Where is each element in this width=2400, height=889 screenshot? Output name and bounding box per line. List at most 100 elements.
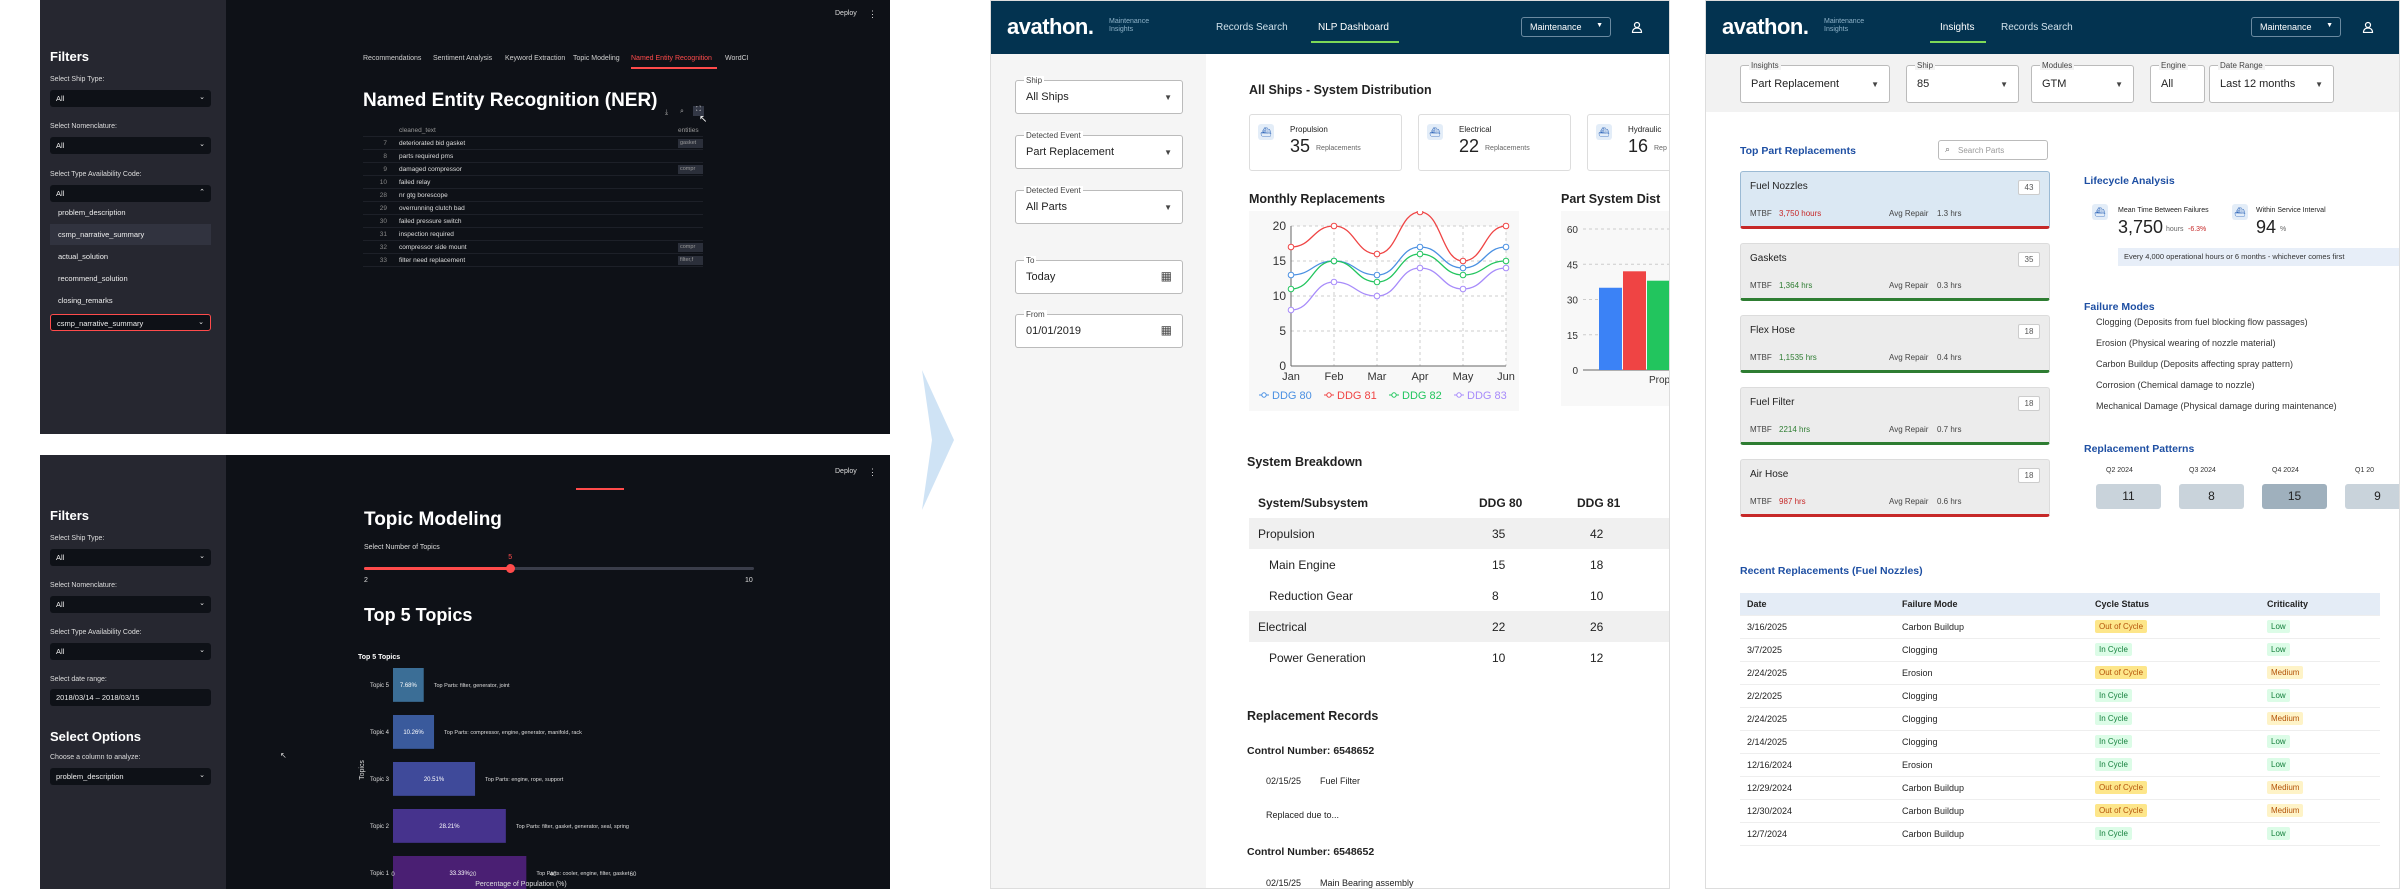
- insights-select[interactable]: Insights Part Replacement ▼: [1740, 61, 1890, 103]
- bar[interactable]: [393, 668, 424, 702]
- table-row[interactable]: 10 failed relay: [363, 176, 703, 189]
- data-point[interactable]: [1330, 257, 1338, 265]
- pattern-value[interactable]: 15: [2262, 484, 2327, 509]
- data-point[interactable]: [1416, 250, 1424, 258]
- user-icon[interactable]: [2362, 20, 2374, 34]
- dropdown-option[interactable]: problem_description: [58, 208, 126, 217]
- data-point[interactable]: [1459, 271, 1467, 279]
- deploy-button[interactable]: Deploy: [835, 468, 857, 475]
- pattern-value[interactable]: 11: [2096, 484, 2161, 509]
- calendar-icon[interactable]: ▦: [1160, 269, 1172, 283]
- column-select[interactable]: csmp_narrative_summary ⌄: [50, 314, 211, 331]
- data-point[interactable]: [1287, 285, 1295, 293]
- search-icon[interactable]: ⌕: [680, 108, 684, 115]
- stat-card-electrical[interactable]: ⛴ Electrical 22 Replacements: [1418, 114, 1571, 171]
- bar[interactable]: [393, 715, 435, 749]
- table-row[interactable]: 2/14/2025 Clogging In Cycle Low: [1740, 731, 2380, 754]
- data-point[interactable]: [1502, 222, 1510, 230]
- table-row[interactable]: 30 failed pressure switch: [363, 215, 703, 228]
- module-select[interactable]: Maintenance ▼: [2251, 17, 2341, 37]
- nav-records-search[interactable]: Records Search: [1216, 22, 1288, 33]
- bar[interactable]: [1647, 280, 1670, 370]
- part-card[interactable]: Air Hose 18 MTBF 987 hrs Avg Repair 0.6 hrs: [1740, 459, 2050, 517]
- bar[interactable]: [1599, 287, 1622, 370]
- engine-select[interactable]: Engine All: [2150, 61, 2205, 103]
- tab-recommendations[interactable]: Recommendations: [363, 55, 422, 62]
- to-date-input[interactable]: To Today ▦: [1015, 256, 1183, 294]
- data-point[interactable]: [1287, 271, 1295, 279]
- part-card[interactable]: Flex Hose 18 MTBF 1,1535 hrs Avg Repair 0.4 h…: [1740, 315, 2050, 373]
- fullscreen-icon[interactable]: ⛶: [693, 106, 704, 116]
- data-point[interactable]: [1416, 243, 1424, 251]
- dropdown-option[interactable]: actual_solution: [58, 252, 109, 261]
- nav-insights[interactable]: Insights: [1940, 22, 1975, 33]
- table-row[interactable]: 3/7/2025 Clogging In Cycle Low: [1740, 639, 2380, 662]
- slider-handle[interactable]: [506, 564, 516, 573]
- data-point[interactable]: [1459, 257, 1467, 265]
- table-row[interactable]: Propulsion 35 42: [1249, 518, 1669, 549]
- table-row[interactable]: 28 nr gtg borescope: [363, 189, 703, 202]
- data-point[interactable]: [1330, 222, 1338, 230]
- date-range-input[interactable]: 2018/03/14 – 2018/03/15: [50, 689, 211, 706]
- table-row[interactable]: 32 compressor side mount compr: [363, 241, 703, 254]
- ship-type-select[interactable]: All ⌄: [50, 90, 211, 107]
- search-parts-input[interactable]: ⌕ Search Parts: [1938, 140, 2048, 160]
- bar[interactable]: [1623, 271, 1646, 370]
- table-row[interactable]: 12/7/2024 Carbon Buildup In Cycle Low: [1740, 823, 2380, 846]
- ship-select[interactable]: Ship 85 ▼: [1906, 61, 2019, 103]
- table-row[interactable]: Main Engine 15 18: [1249, 549, 1669, 580]
- table-row[interactable]: Electrical 22 26: [1249, 611, 1669, 642]
- table-row[interactable]: 8 parts required pms: [363, 150, 703, 163]
- pattern-value[interactable]: 9: [2345, 484, 2399, 509]
- bar[interactable]: [393, 856, 527, 889]
- stat-card-hydraulic[interactable]: ⛴ Hydraulic 16 Rep: [1587, 114, 1669, 171]
- table-row[interactable]: 2/24/2025 Erosion Out of Cycle Medium: [1740, 662, 2380, 685]
- nav-nlp-dashboard[interactable]: NLP Dashboard: [1318, 22, 1389, 33]
- deploy-button[interactable]: Deploy: [835, 10, 857, 17]
- calendar-icon[interactable]: ▦: [1160, 323, 1172, 337]
- tab-keywords[interactable]: Keyword Extraction: [505, 55, 566, 62]
- bar[interactable]: [393, 762, 476, 796]
- data-point[interactable]: [1502, 243, 1510, 251]
- topic-slider[interactable]: 5: [364, 554, 754, 573]
- main-menu-icon[interactable]: ⋮: [868, 9, 877, 19]
- table-row[interactable]: 2/2/2025 Clogging In Cycle Low: [1740, 685, 2380, 708]
- availability-select[interactable]: All ⌃: [50, 185, 211, 202]
- part-card[interactable]: Fuel Filter 18 MTBF 2214 hrs Avg Repair 0.7 h…: [1740, 387, 2050, 445]
- data-point[interactable]: [1459, 264, 1467, 272]
- date-range-select[interactable]: Date Range Last 12 months ▼: [2209, 61, 2334, 103]
- from-date-input[interactable]: From 01/01/2019 ▦: [1015, 310, 1183, 348]
- data-point[interactable]: [1373, 271, 1381, 279]
- data-point[interactable]: [1416, 211, 1424, 216]
- table-row[interactable]: Reduction Gear 8 10: [1249, 580, 1669, 611]
- dropdown-option[interactable]: closing_remarks: [58, 296, 113, 305]
- data-point[interactable]: [1502, 257, 1510, 265]
- table-row[interactable]: Power Generation 10 12: [1249, 642, 1669, 673]
- table-row[interactable]: 2/24/2025 Clogging In Cycle Medium: [1740, 708, 2380, 731]
- tab-sentiment[interactable]: Sentiment Analysis: [433, 55, 493, 62]
- main-menu-icon[interactable]: ⋮: [868, 467, 877, 477]
- stat-card-propulsion[interactable]: ⛴ Propulsion 35 Replacements: [1249, 114, 1402, 171]
- module-select[interactable]: Maintenance ▼: [1521, 17, 1611, 37]
- table-row[interactable]: 7 deteriorated bid gasket gasket: [363, 137, 703, 150]
- table-row[interactable]: 3/16/2025 Carbon Buildup Out of Cycle Low: [1740, 616, 2380, 639]
- column-select[interactable]: problem_description ⌄: [50, 768, 211, 785]
- nomenclature-select[interactable]: All ⌄: [50, 137, 211, 154]
- data-point[interactable]: [1287, 306, 1295, 314]
- bar[interactable]: [393, 809, 506, 843]
- dropdown-option[interactable]: csmp_narrative_summary: [50, 224, 211, 245]
- ship-type-select[interactable]: All ⌄: [50, 549, 211, 566]
- tab-ner[interactable]: Named Entity Recognition: [631, 55, 712, 62]
- table-row[interactable]: 12/16/2024 Erosion In Cycle Low: [1740, 754, 2380, 777]
- part-select[interactable]: Detected Event All Parts ▼: [1015, 186, 1183, 224]
- availability-select[interactable]: All ⌄: [50, 643, 211, 660]
- nav-records-search[interactable]: Records Search: [2001, 22, 2073, 33]
- pattern-value[interactable]: 8: [2179, 484, 2244, 509]
- ship-select[interactable]: Ship All Ships ▼: [1015, 76, 1183, 114]
- tab-wordcloud[interactable]: WordCl: [725, 55, 749, 62]
- data-point[interactable]: [1373, 250, 1381, 258]
- part-card[interactable]: Gaskets 35 MTBF 1,364 hrs Avg Repair 0.3 hrs: [1740, 243, 2050, 301]
- modules-select[interactable]: Modules GTM ▼: [2031, 61, 2134, 103]
- table-row[interactable]: 9 damaged compressor compr: [363, 163, 703, 176]
- table-row[interactable]: 29 overrunning clutch bad: [363, 202, 703, 215]
